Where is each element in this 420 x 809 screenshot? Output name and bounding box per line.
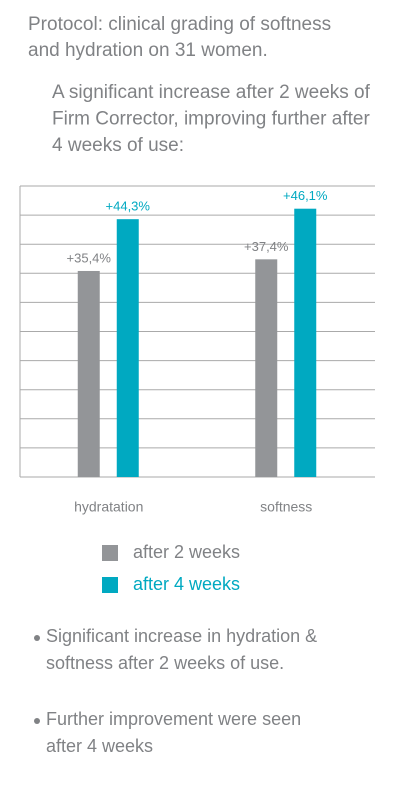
title-line: Protocol: clinical grading of softness xyxy=(28,14,331,35)
value-label: +46,1% xyxy=(283,188,328,203)
subtitle-line: A significant increase after 2 weeks of xyxy=(52,82,371,103)
title-line: and hydration on 31 women. xyxy=(28,40,268,61)
note-line: softness after 2 weeks of use. xyxy=(46,653,284,673)
note-line: Further improvement were seen xyxy=(46,709,301,729)
x-tick-label: softness xyxy=(260,499,312,515)
x-tick-label: hydratation xyxy=(74,499,143,515)
value-label: +44,3% xyxy=(106,199,151,214)
value-label: +35,4% xyxy=(67,250,112,265)
subtitle-line: 4 weeks of use: xyxy=(52,135,184,156)
legend-swatch xyxy=(102,577,118,593)
bullet xyxy=(34,718,40,724)
note-line: after 4 weeks xyxy=(46,736,153,756)
bar xyxy=(255,259,278,477)
bullet xyxy=(34,635,40,641)
legend-swatch xyxy=(102,545,118,561)
bar xyxy=(294,208,317,477)
legend-label: after 4 weeks xyxy=(133,574,240,594)
legend-label: after 2 weeks xyxy=(133,542,240,562)
bar xyxy=(77,270,100,477)
note-line: Significant increase in hydration & xyxy=(46,626,317,646)
bar xyxy=(116,219,139,477)
subtitle-line: Firm Corrector, improving further after xyxy=(52,109,370,130)
value-label: +37,4% xyxy=(244,239,289,254)
